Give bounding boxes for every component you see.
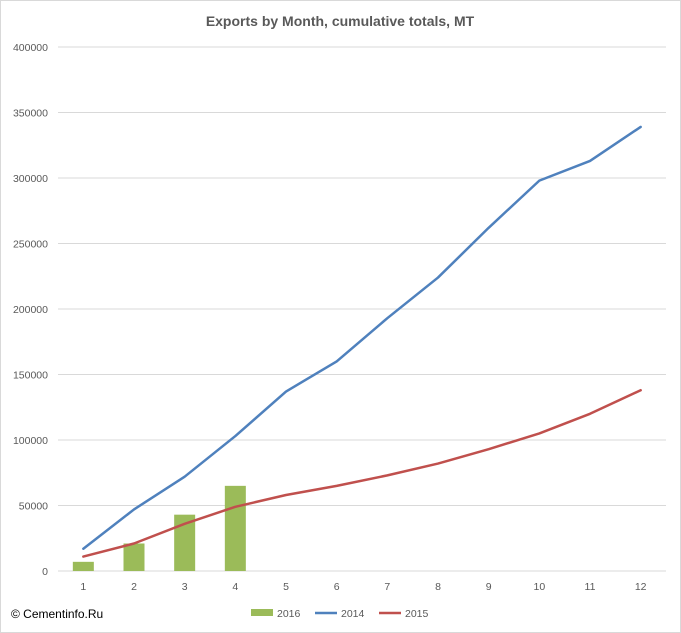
chart-title: Exports by Month, cumulative totals, MT (206, 13, 475, 29)
x-tick-label: 10 (533, 581, 545, 593)
y-axis-ticks: 0 50000 100000 150000 200000 250000 300000 3500… (13, 42, 48, 578)
y-tick-label: 150000 (13, 370, 48, 382)
bars-2016 (72, 485, 246, 571)
bar-2016 (123, 543, 145, 571)
bar-2016 (224, 485, 246, 571)
lines (82, 125, 642, 558)
line-2014 (82, 125, 642, 550)
x-tick-label: 5 (283, 581, 289, 593)
y-tick-label: 50000 (19, 501, 48, 513)
x-tick-label: 8 (435, 581, 441, 593)
gridlines (58, 46, 666, 572)
x-tick-label: 3 (182, 581, 188, 593)
y-tick-label: 300000 (13, 173, 48, 185)
x-tick-label: 9 (486, 581, 492, 593)
bar-2016 (72, 561, 94, 571)
y-tick-label: 0 (42, 566, 48, 578)
legend-label-2016: 2016 (277, 608, 301, 620)
x-tick-label: 1 (80, 581, 86, 593)
legend-swatch-2016 (251, 609, 273, 616)
y-tick-label: 400000 (13, 42, 48, 54)
legend-label-2015: 2015 (405, 608, 429, 620)
x-axis-ticks: 1 2 3 4 5 6 7 8 9 10 11 12 (80, 581, 646, 593)
y-tick-label: 350000 (13, 108, 48, 120)
y-tick-label: 100000 (13, 435, 48, 447)
x-tick-label: 2 (131, 581, 137, 593)
x-tick-label: 4 (232, 581, 238, 593)
copyright-text: © Cementinfo.Ru (11, 607, 103, 621)
legend: 2016 2014 2015 (251, 608, 429, 620)
line-2015 (82, 388, 642, 558)
bar-2016 (174, 514, 196, 571)
x-tick-label: 12 (635, 581, 647, 593)
x-tick-label: 7 (384, 581, 390, 593)
x-tick-label: 6 (334, 581, 340, 593)
x-tick-label: 11 (585, 581, 596, 593)
y-tick-label: 250000 (13, 239, 48, 251)
y-tick-label: 200000 (13, 304, 48, 316)
legend-label-2014: 2014 (341, 608, 365, 620)
